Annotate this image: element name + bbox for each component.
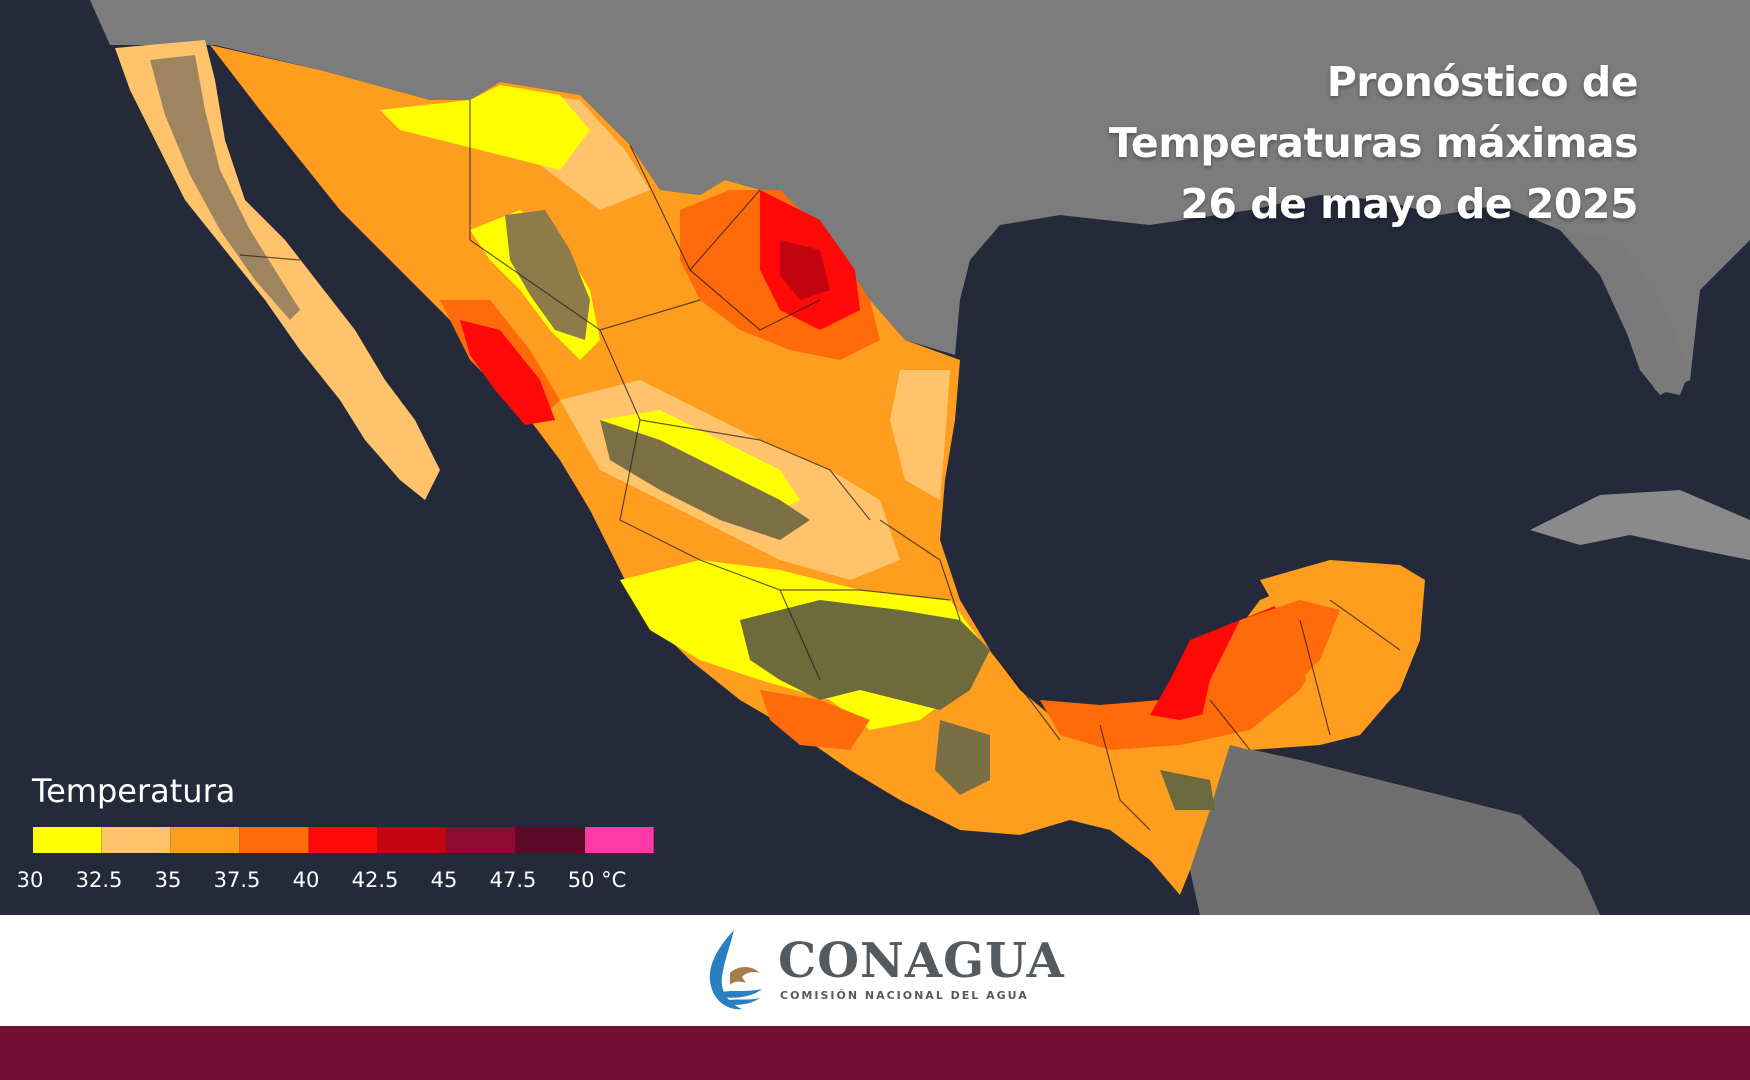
legend-tick-label: 45 [430,868,458,892]
legend-swatch-8 [585,827,654,853]
state-boundaries [239,100,1401,831]
map-canvas [90,0,1750,915]
legend-title: Temperatura [32,772,236,810]
highland-sierra-madre [505,210,590,340]
highland-oaxaca [935,720,990,795]
legend-tick-label: 47.5 [489,868,537,892]
title-line-3: 26 de mayo de 2025 [1180,180,1638,228]
highland-transvolcanic [740,600,990,710]
zone-30-chihuahua [380,85,590,170]
logo-name: CONAGUA [778,933,1065,989]
conagua-logo: CONAGUA COMISIÓN NACIONAL DEL AGUA [700,925,1064,1015]
map-title: Pronóstico de Temperaturas máximas 26 de… [1108,52,1639,235]
zone-42-5-core [780,240,830,300]
legend-tick-label: 37.5 [213,868,261,892]
legend-tick-label: 32.5 [75,868,123,892]
legend-ticks: 30 32.5 35 37.5 40 42.5 45 47.5 50 °C [0,868,700,898]
legend-tick-label: 42.5 [351,868,399,892]
highland-chiapas [1160,770,1215,810]
legend-tick-label: 50 °C [567,868,627,892]
legend-tick-label: 30 [16,868,44,892]
conagua-emblem-icon [709,930,762,1010]
zone-37-5-tabasco [1040,610,1330,750]
legend-swatch-7 [516,827,585,853]
baja-highlands [150,55,300,320]
florida [1560,230,1690,395]
footer-logo-area [0,915,1750,1026]
legend-swatch-4 [309,827,378,853]
zone-32-5-east [890,370,950,500]
footer-color-band [0,1026,1750,1080]
legend-swatch-3 [240,827,309,853]
yucatan-hot [1200,600,1340,725]
logo-subtitle: COMISIÓN NACIONAL DEL AGUA [780,989,1029,1002]
cuba [1530,490,1750,560]
legend-swatch-2 [171,827,240,853]
zone-40-sinaloa [460,320,555,425]
legend-swatch-6 [447,827,516,853]
highland-central [600,420,810,540]
usa-landmass [90,0,1750,395]
central-america [1190,745,1600,915]
legend-tick-label: 40 [292,868,320,892]
legend-swatch-0 [33,827,102,853]
legend-swatch-1 [102,827,171,853]
zone-37-5-guerrero [760,690,870,750]
legend-color-bar [33,827,654,853]
title-line-2: Temperaturas máximas [1108,119,1639,167]
title-line-1: Pronóstico de [1326,58,1639,106]
temperature-map: Pronóstico de Temperaturas máximas 26 de… [0,0,1750,915]
legend-swatch-5 [378,827,447,853]
legend-tick-label: 35 [154,868,182,892]
